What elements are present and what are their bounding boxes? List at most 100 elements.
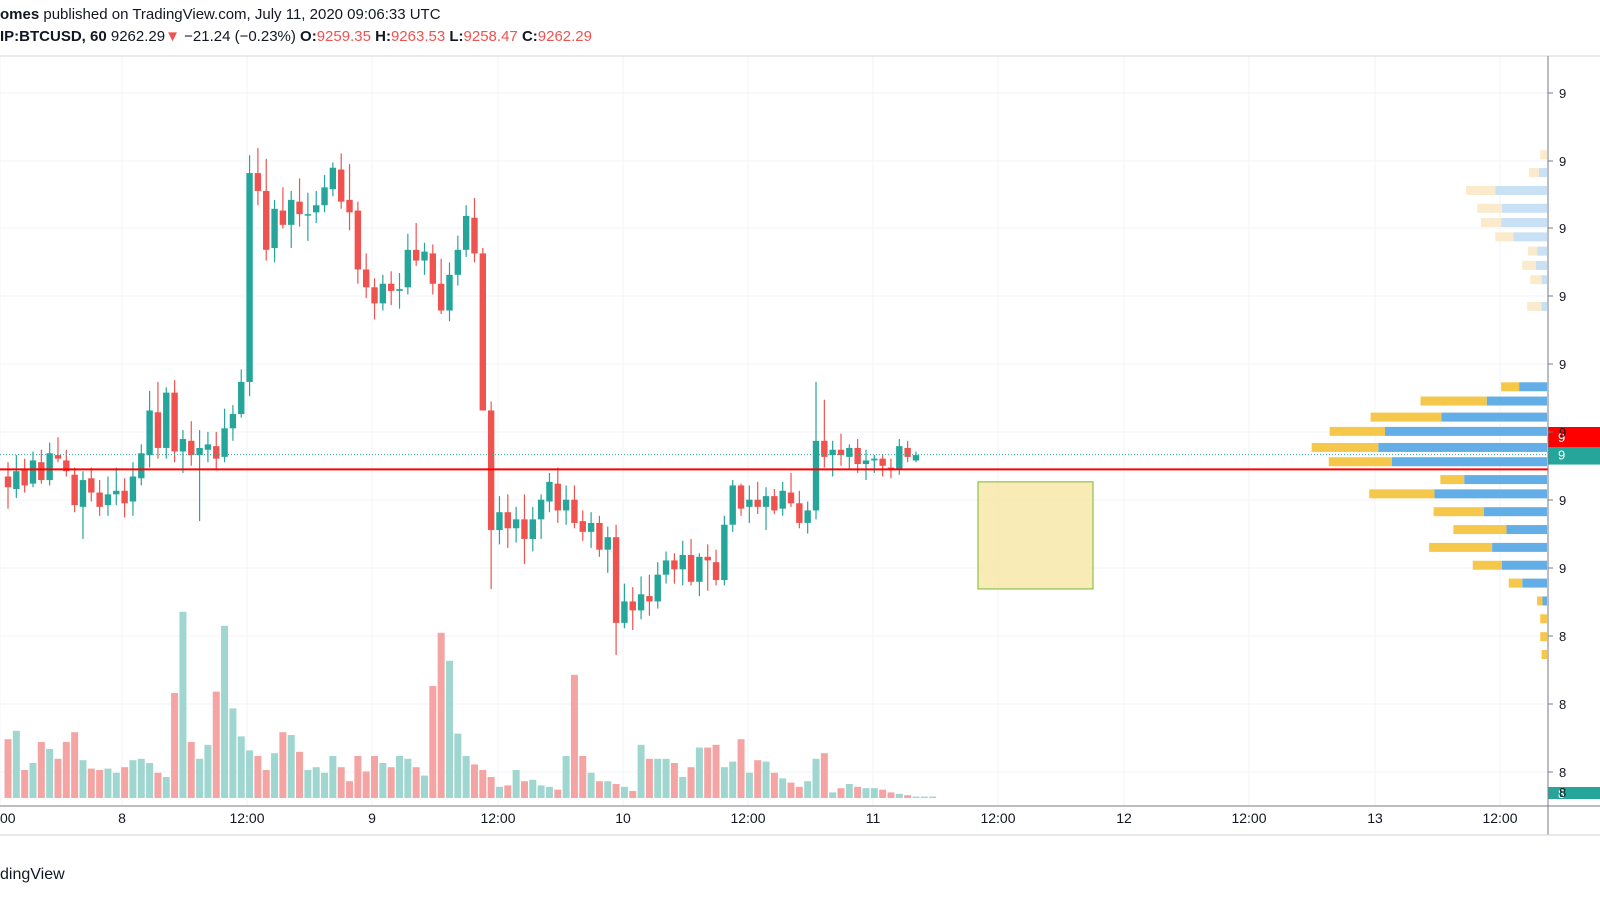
candle-body [829,449,836,456]
profile-bar-down [1378,442,1547,452]
volume-bar [504,785,512,798]
author-name[interactable]: omes [0,6,40,23]
volume-bar [579,756,587,798]
volume-bar [545,786,553,798]
volume-bar [745,772,753,798]
red-price-tag-label: 9 [1558,430,1565,445]
candle-body [4,476,12,488]
candle-body [787,492,795,504]
volume-bar [212,691,220,798]
volume-bar [246,750,254,798]
tradingview-brand[interactable]: dingView [0,866,65,883]
profile-bar-up [1541,649,1547,659]
volume-bar [462,756,470,798]
volume-bar [104,768,112,798]
volume-bar [495,786,503,798]
volume-tag [1548,787,1600,799]
volume-bar [787,782,795,798]
current-price-tag [1548,444,1600,465]
candle-body [313,205,320,213]
candle-body [846,447,853,457]
candle-body [862,460,870,465]
volume-bar [437,632,445,798]
volume-bar [454,733,462,798]
time-tick-label: 12:00 [980,810,1015,826]
volume-bar [429,686,437,798]
volume-bar [845,784,853,798]
volume-bar [137,758,145,798]
candle-body [621,601,628,623]
volume-bar [879,789,887,798]
profile-bar-down [1502,203,1547,213]
volume-bar [279,732,287,798]
volume-bar [820,753,828,798]
candle-body [771,496,778,511]
candle-body [646,596,653,602]
volume-bars [4,611,937,798]
price-tick-label: 8 [1559,765,1566,780]
price-tick-label: 8 [1559,785,1566,800]
time-tick-label: 12:00 [229,810,264,826]
profile-bar-up [1472,560,1502,570]
profile-bar-up [1540,614,1547,624]
volume-bar [296,751,304,798]
candle-body [296,201,303,215]
volume-bar [179,611,187,798]
time-tick-label: 9 [368,810,376,826]
candle-body [404,249,412,288]
candle-body [471,217,478,254]
candle-body [88,478,95,493]
candle-body [679,555,686,570]
candle-body [21,469,28,486]
profile-bar-down [1484,507,1547,517]
volume-bar [470,764,478,798]
volume-bar [321,772,329,798]
volume-bar [62,742,70,798]
volume-bar [870,788,878,798]
volume-bar [520,781,528,798]
volume-bar [162,777,170,798]
candle-body [96,492,103,507]
volume-bar [129,760,137,798]
volume-bar [112,772,120,798]
candle-body [71,474,78,506]
close-label: C: [521,28,538,45]
candle-body [571,499,578,523]
time-tick-label: 12 [1116,810,1132,826]
profile-bar-up [1522,260,1536,270]
profile-bar-down [1441,412,1547,422]
candle-body [221,428,228,457]
profile-bar-down [1502,560,1547,570]
candle-body [454,249,462,275]
volume-bar [254,756,262,798]
volume-bar [904,795,912,798]
candle-body [171,392,178,452]
candle-body [704,556,711,561]
price-tick-label: 9 [1559,561,1566,576]
candle-body [696,556,703,582]
profile-bar-down [1519,382,1547,392]
profile-bar-down [1391,457,1547,467]
candle-body [412,249,420,261]
candle-body [129,476,137,502]
high-value: 9263.53 [390,28,446,45]
volume-tag-label: 8 [1558,787,1565,801]
volume-bar [604,781,612,798]
profile-bar-up [1495,232,1514,242]
candle-body [304,214,312,216]
candle-body [254,173,262,191]
volume-bar [762,761,770,798]
candle-body [321,187,328,206]
candle-body [379,283,387,304]
volume-bar [271,753,279,798]
candle-body [729,485,736,525]
volume-bar [654,758,662,798]
profile-bar-down [1492,542,1547,552]
volume-bar [862,788,870,798]
profile-bar-up [1420,396,1487,406]
volume-bar [829,792,837,798]
volume-bar [346,781,354,798]
time-tick-label: 11 [866,810,881,826]
candle-body [462,215,470,250]
